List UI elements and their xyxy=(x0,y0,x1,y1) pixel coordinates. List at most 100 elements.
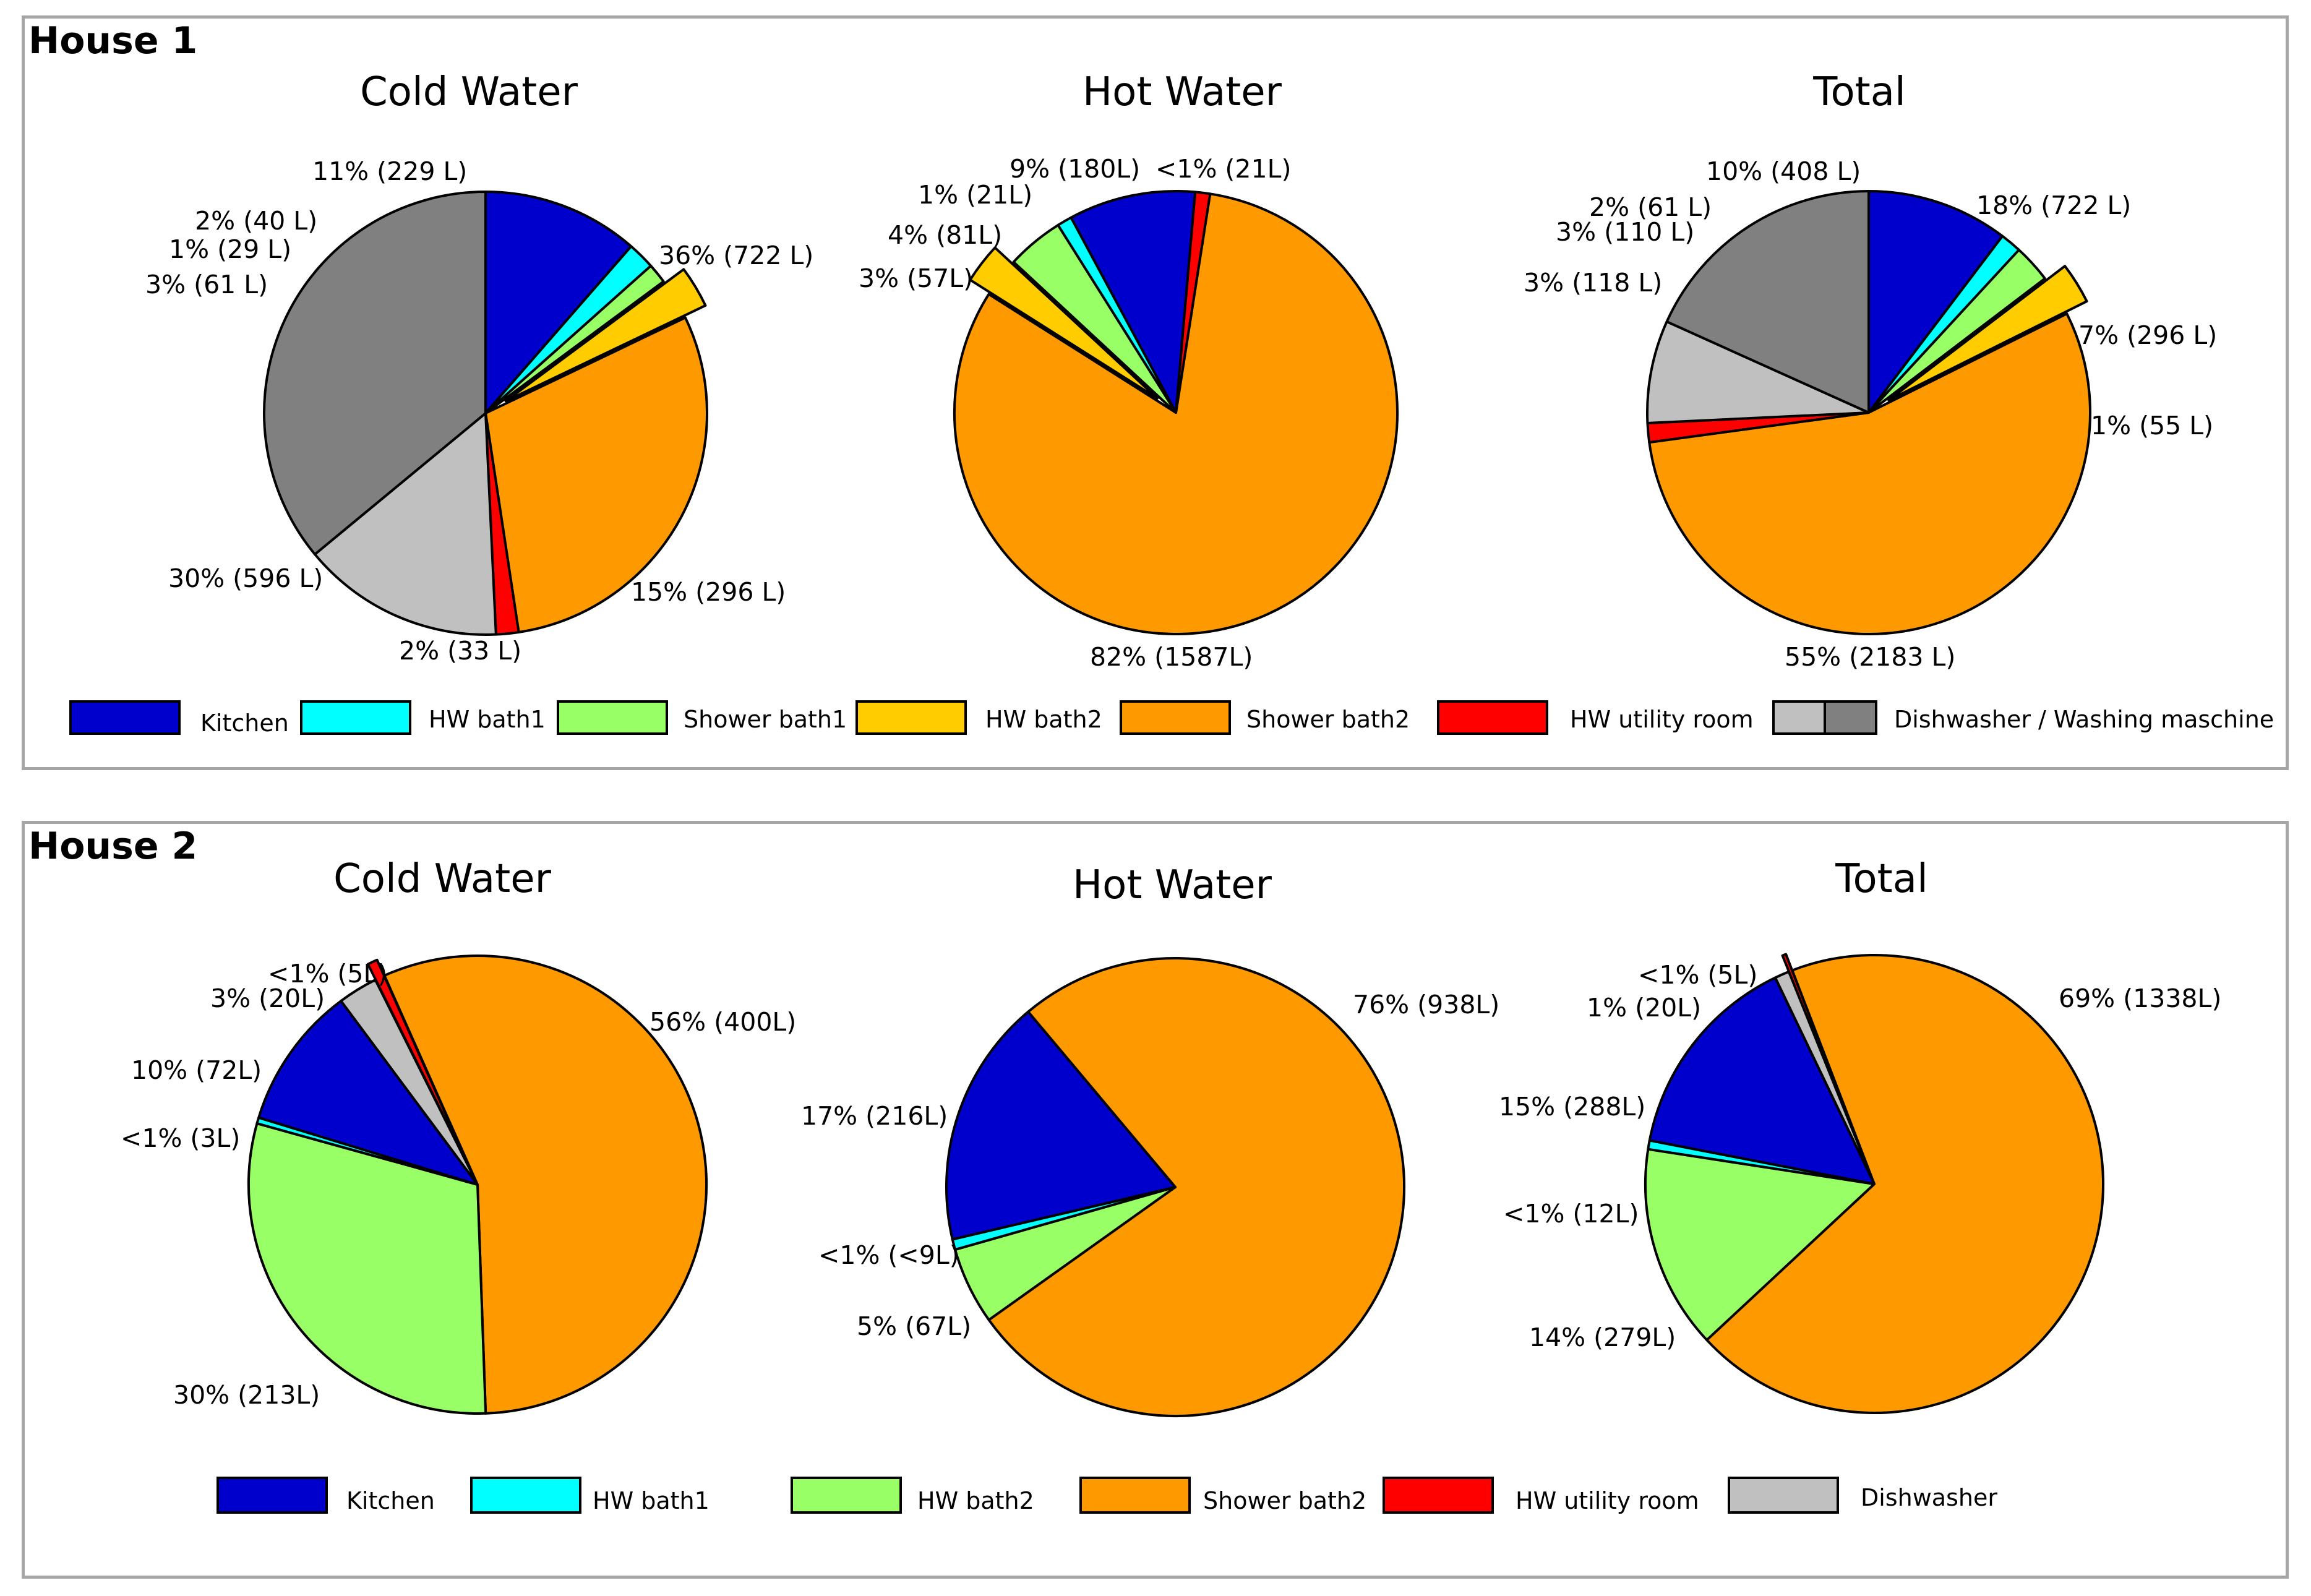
legend-swatch xyxy=(470,1477,581,1514)
legend-swatch-color xyxy=(1824,703,1875,732)
legend-swatch-color xyxy=(72,703,178,732)
legend-swatch xyxy=(1120,700,1231,735)
h1-cold-title: Cold Water xyxy=(360,69,578,115)
h1-cold-label-hwbath1: 2% (40 L) xyxy=(195,206,318,236)
pie-slice-shower-bath2 xyxy=(1705,954,2104,1414)
h2-cold-label-dishwasher: 3% (20L) xyxy=(210,984,325,1013)
legend-label: HW utility room xyxy=(1516,1487,1699,1514)
h1-hot-label-hwbath2: 3% (57L) xyxy=(859,264,974,293)
pie-slice-kitchen xyxy=(1070,190,1197,414)
legend-swatch xyxy=(791,1477,902,1514)
legend-swatch-color xyxy=(1122,703,1228,732)
h2-cold-label-hwbath1: <1% (3L) xyxy=(121,1123,241,1153)
pie-slice-hw-bath2 xyxy=(1644,1148,1876,1342)
pie-chart-5 xyxy=(1644,953,2104,1414)
h1-cold-label-utility: 2% (33 L) xyxy=(399,636,522,666)
legend-swatch-color xyxy=(1730,1479,1837,1511)
pie-slice-hw-bath2 xyxy=(1887,265,2088,401)
legend-label: Shower bath1 xyxy=(684,706,847,733)
pie-chart-4 xyxy=(945,957,1405,1417)
legend-swatch xyxy=(557,700,668,735)
pie-slice-kitchen xyxy=(945,1010,1177,1241)
legend-swatch xyxy=(300,700,411,735)
legend-swatch xyxy=(1772,700,1877,735)
legend-label: Dishwasher / Washing maschine xyxy=(1894,706,2275,733)
pie-chart-3 xyxy=(247,955,708,1415)
h1-hot-label-hwbath1: 1% (21L) xyxy=(918,180,1033,210)
h2-cold-label-kitchen: 10% (72L) xyxy=(131,1055,262,1085)
pie-chart-0 xyxy=(263,191,708,636)
pie-chart-2 xyxy=(1646,190,2091,635)
pie-slice-shower-bath2 xyxy=(383,955,708,1415)
legend-swatch xyxy=(1728,1477,1839,1514)
h2-hot-label-kitchen: 17% (216L) xyxy=(801,1101,948,1131)
h2-total-label-showerbath2: 69% (1338L) xyxy=(2059,984,2222,1013)
legend-swatch-color xyxy=(302,703,409,732)
house2-title: House 2 xyxy=(28,825,198,868)
h1-total-label-dishwasher: 7% (296 L) xyxy=(2078,320,2218,350)
pie-slice-dishwasher xyxy=(1646,320,1870,424)
h1-total-label-hwbath1: 2% (61 L) xyxy=(1589,192,1712,222)
legend-label: Kitchen xyxy=(200,710,289,737)
house2-panel: House 2 Cold Water Hot Water Total 56% (… xyxy=(22,821,2289,1579)
h1-total-label-utility: 1% (55 L) xyxy=(2091,411,2214,440)
legend-label: Shower bath2 xyxy=(1246,706,1410,733)
legend-swatch-color xyxy=(793,1479,899,1511)
h2-total-label-kitchen: 15% (288L) xyxy=(1499,1092,1646,1122)
h1-hot-label-showerbath2: 82% (1587L) xyxy=(1090,642,1253,672)
pie-slice-hw-bath2 xyxy=(504,268,707,403)
house1-title: House 1 xyxy=(28,19,198,62)
pie-slice-shower-bath2 xyxy=(484,316,708,633)
pie-slice-kitchen xyxy=(257,1000,479,1186)
legend-swatch xyxy=(855,700,967,735)
h2-cold-title: Cold Water xyxy=(333,856,551,902)
pie-slice-kitchen xyxy=(1867,190,2004,414)
legend-swatch-color xyxy=(473,1479,579,1511)
pie-slice-shower-bath1 xyxy=(1012,223,1177,414)
legend-label: Kitchen xyxy=(346,1487,435,1514)
legend-label: HW utility room xyxy=(1570,706,1754,733)
pie-slice-washing-maschine xyxy=(263,191,487,556)
legend-label: HW bath1 xyxy=(429,706,546,733)
h1-cold-label-showerbath2: 30% (596 L) xyxy=(168,564,324,593)
pie-slice-hw-bath2 xyxy=(247,1122,487,1415)
h2-cold-label-hwbath2: 30% (213L) xyxy=(173,1380,320,1410)
legend-label: Dishwasher xyxy=(1861,1484,1997,1511)
h2-total-label-utility: <1% (5L) xyxy=(1638,960,1758,990)
legend-swatch-color xyxy=(559,703,666,732)
house2-pies xyxy=(247,953,2104,1417)
pie-slice-shower-bath2 xyxy=(1648,312,2091,635)
h1-total-label-kitchen: 10% (408 L) xyxy=(1706,157,1861,186)
legend-swatch-color xyxy=(1385,1479,1491,1511)
pie-slice-shower-bath1 xyxy=(1867,248,2046,414)
legend-swatch-color xyxy=(1439,703,1546,732)
h1-cold-label-dishwasher: 15% (296 L) xyxy=(631,577,786,607)
h2-hot-label-hwbath1: <1% (<9L) xyxy=(818,1240,959,1270)
h1-hot-label-kitchen: 9% (180L) xyxy=(1010,154,1141,184)
legend-swatch xyxy=(1079,1477,1191,1514)
legend-swatch xyxy=(1437,700,1548,735)
h1-total-label-showerbath2: 55% (2183 L) xyxy=(1785,642,1956,672)
h2-cold-label-showerbath2: 56% (400L) xyxy=(650,1007,797,1037)
house1-panel: House 1 Cold Water Hot Water Total 11% (… xyxy=(22,15,2289,770)
h1-hot-label-showerbath1: 4% (81L) xyxy=(888,220,1003,250)
pie-slice-shower-bath1 xyxy=(484,264,665,414)
legend-label: HW bath1 xyxy=(593,1487,710,1514)
legend-swatch-color xyxy=(1775,703,1824,732)
h1-hot-title: Hot Water xyxy=(1083,69,1282,115)
h2-hot-label-showerbath2: 76% (938L) xyxy=(1353,990,1500,1019)
pie-slice-kitchen xyxy=(1648,976,1876,1185)
pie-slice-hw-utility-room xyxy=(1175,191,1212,414)
pie-chart-1 xyxy=(953,190,1399,635)
pie-slice-shower-bath2 xyxy=(953,192,1399,635)
pie-slice-kitchen xyxy=(484,191,633,414)
h2-total-label-dishwasher: 1% (20L) xyxy=(1587,993,1702,1023)
h1-cold-label-kitchen: 11% (229 L) xyxy=(312,157,468,186)
pie-slice-shower-bath2 xyxy=(987,957,1405,1417)
pie-slice-dishwasher xyxy=(314,412,497,636)
h2-hot-title: Hot Water xyxy=(1073,862,1272,908)
h1-total-label-washing: 18% (722 L) xyxy=(1976,191,2132,220)
pie-slice-washing-maschine xyxy=(1665,190,1870,414)
legend-label: HW bath2 xyxy=(985,706,1102,733)
legend-swatch xyxy=(69,700,181,735)
